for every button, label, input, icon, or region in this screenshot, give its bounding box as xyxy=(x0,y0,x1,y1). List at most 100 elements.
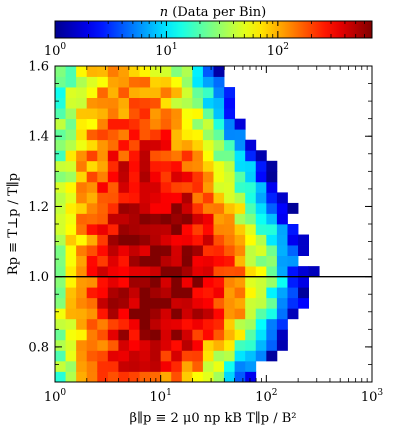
heatmap-cell xyxy=(171,276,183,288)
heatmap-cell xyxy=(224,245,236,256)
heatmap-cell xyxy=(139,118,151,130)
heatmap-cell xyxy=(107,287,119,299)
heatmap-cell xyxy=(107,276,119,288)
heatmap-cell xyxy=(55,234,66,246)
heatmap-cell xyxy=(255,329,267,341)
heatmap-cell xyxy=(150,213,162,225)
heatmap-cell xyxy=(192,87,204,98)
heatmap-cell xyxy=(181,171,193,183)
heatmap-cell xyxy=(139,139,151,151)
heatmap-cell xyxy=(192,129,204,141)
heatmap-cell xyxy=(255,160,267,172)
heatmap-cell xyxy=(150,318,162,330)
heatmap-cell xyxy=(181,339,193,351)
heatmap-cell xyxy=(171,76,183,88)
heatmap-cell xyxy=(118,224,130,235)
heatmap-cell xyxy=(107,181,119,193)
heatmap-cell xyxy=(65,276,77,288)
heatmap-cell xyxy=(65,329,77,341)
heatmap-cell xyxy=(118,318,130,330)
heatmap-cell xyxy=(55,360,66,372)
heatmap-cell xyxy=(287,287,299,299)
heatmap-cell xyxy=(160,297,172,309)
heatmap-cell xyxy=(86,66,98,77)
heatmap-cell xyxy=(118,287,130,299)
heatmap-cell xyxy=(118,66,130,77)
heatmap-cell xyxy=(118,276,130,288)
heatmap-cell xyxy=(181,118,193,130)
heatmap-cell xyxy=(150,224,162,235)
x-axis-label: β∥p ≡ 2 μ0 np kB T∥p / B² xyxy=(129,411,296,426)
heatmap-cell xyxy=(171,87,183,98)
x-tick-label-exponent: 1 xyxy=(166,388,172,398)
heatmap-cell xyxy=(150,339,162,351)
heatmap-cell xyxy=(55,371,66,383)
heatmap-cell xyxy=(128,371,140,383)
heatmap-cell xyxy=(160,129,172,141)
heatmap-cell xyxy=(181,276,193,288)
heatmap-cell xyxy=(160,234,172,246)
heatmap-cell xyxy=(128,97,140,109)
heatmap-cell xyxy=(65,297,77,309)
heatmap-cell xyxy=(181,350,193,362)
heatmap-cell xyxy=(245,318,257,330)
heatmap-cell xyxy=(160,329,172,341)
heatmap-cell xyxy=(224,255,236,267)
heatmap-cell xyxy=(266,329,278,341)
heatmap-cell xyxy=(202,97,214,109)
heatmap-cell xyxy=(65,339,77,351)
heatmap-cell xyxy=(213,202,225,214)
heatmap-cell xyxy=(97,255,109,267)
x-tick-label: 101 xyxy=(150,388,172,405)
heatmap-cell xyxy=(192,371,204,383)
heatmap-cell xyxy=(86,255,98,267)
heatmap-cell xyxy=(97,202,109,214)
heatmap-cell xyxy=(234,202,246,214)
heatmap-cell xyxy=(76,266,88,278)
heatmap-cell xyxy=(181,308,193,320)
heatmap-cell xyxy=(202,266,214,278)
heatmap-cell xyxy=(118,234,130,246)
colorbar-tick-label: 100 xyxy=(44,42,67,59)
heatmap-cell xyxy=(118,350,130,362)
heatmap-cell xyxy=(107,255,119,267)
heatmap-cell xyxy=(192,360,204,372)
heatmap-cell xyxy=(118,129,130,141)
heatmap-cell xyxy=(76,234,88,246)
x-tick-label-exponent: 3 xyxy=(377,388,383,398)
heatmap-cell xyxy=(139,266,151,278)
heatmap-cell xyxy=(181,76,193,88)
heatmap-cell xyxy=(224,297,236,309)
heatmap-cell xyxy=(213,150,225,162)
heatmap-cell xyxy=(160,160,172,172)
heatmap-cell xyxy=(86,181,98,193)
heatmap-cell xyxy=(160,76,172,88)
heatmap-cell xyxy=(139,181,151,193)
heatmap-cell xyxy=(234,171,246,183)
heatmap-cell xyxy=(65,318,77,330)
heatmap-cell xyxy=(150,129,162,141)
heatmap-cell xyxy=(245,329,257,341)
heatmap-cell xyxy=(234,150,246,162)
heatmap-cell xyxy=(65,371,77,383)
heatmap-cell xyxy=(107,308,119,320)
colorbar-title-n: n xyxy=(160,5,168,20)
heatmap-cell xyxy=(139,350,151,362)
heatmap-cell xyxy=(245,224,257,235)
heatmap-cell xyxy=(139,308,151,320)
heatmap-cell xyxy=(234,160,246,172)
heatmap-cell xyxy=(97,360,109,372)
heatmap-cell xyxy=(160,108,172,120)
heatmap-cell xyxy=(234,118,246,130)
heatmap-cell xyxy=(86,213,98,225)
heatmap-cell xyxy=(86,234,98,246)
heatmap-cell xyxy=(118,339,130,351)
heatmap-cell xyxy=(55,202,66,214)
heatmap-cell xyxy=(118,181,130,193)
heatmap-cell xyxy=(107,97,119,109)
heatmap-cell xyxy=(224,160,236,172)
heatmap-cell xyxy=(266,234,278,246)
heatmap-cell xyxy=(213,139,225,151)
heatmap-cell xyxy=(139,287,151,299)
heatmap-cell xyxy=(192,350,204,362)
